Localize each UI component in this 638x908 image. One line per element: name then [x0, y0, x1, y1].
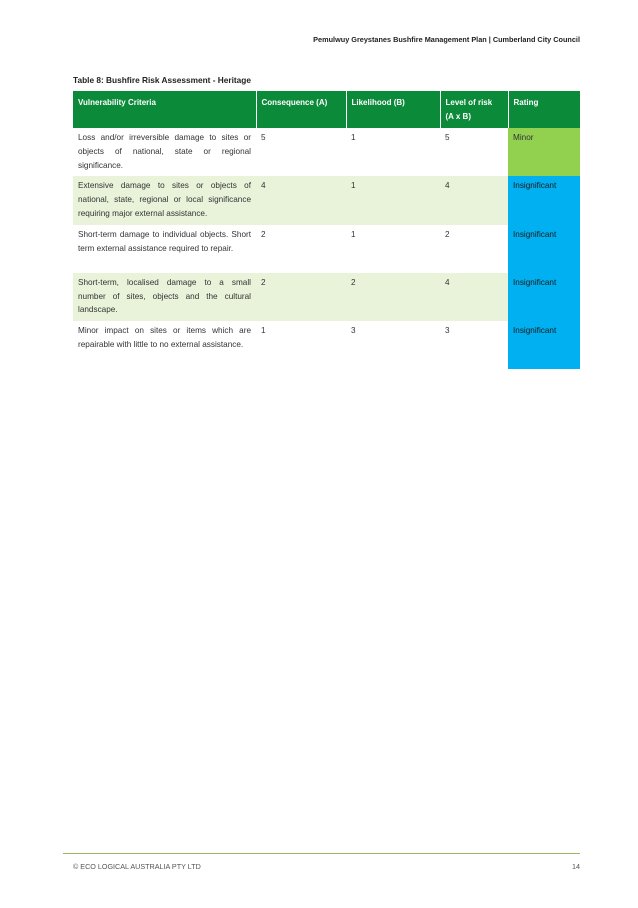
table-row: Minor impact on sites or items which are…: [73, 321, 580, 370]
rating-cell: Minor: [508, 128, 580, 177]
level-of-risk-cell: 2: [445, 229, 450, 239]
criteria-cell: Extensive damage to sites or objects of …: [73, 176, 256, 225]
likelihood-cell: 3: [351, 326, 356, 336]
rating-cell: Insignificant: [508, 321, 580, 370]
table-row: Extensive damage to sites or objects of …: [73, 176, 580, 225]
column-header-likelihood: Likelihood (B): [346, 91, 441, 128]
level-of-risk-cell: 3: [445, 326, 450, 336]
level-of-risk-cell: 5: [445, 133, 450, 142]
table-row: Short-term damage to individual objects.…: [73, 224, 580, 273]
table-row: Loss and/or irreversible damage to sites…: [73, 128, 580, 177]
likelihood-cell: 1: [351, 229, 356, 239]
criteria-cell: Minor impact on sites or items which are…: [78, 326, 251, 349]
criteria-cell: Loss and/or irreversible damage to sites…: [78, 133, 251, 170]
consequence-cell: 4: [256, 176, 346, 225]
risk-assessment-table: Vulnerability Criteria Consequence (A) L…: [73, 91, 580, 370]
table-caption: Table 8: Bushfire Risk Assessment - Heri…: [73, 75, 251, 85]
page-number: 14: [572, 862, 580, 871]
consequence-cell: 1: [261, 326, 266, 336]
likelihood-cell: 1: [351, 133, 356, 142]
footer-divider: [63, 853, 580, 854]
table-header-row: Vulnerability Criteria Consequence (A) L…: [73, 91, 580, 128]
column-header-consequence: Consequence (A): [256, 91, 347, 128]
level-of-risk-cell: 4: [440, 272, 508, 322]
consequence-cell: 5: [261, 133, 266, 142]
table-row: Short-term, localised damage to a small …: [73, 272, 580, 322]
footer-copyright: © ECO LOGICAL AUSTRALIA PTY LTD: [73, 862, 201, 871]
level-of-risk-cell: 4: [440, 176, 508, 225]
column-header-vulnerability-criteria: Vulnerability Criteria: [73, 91, 257, 128]
rating-cell: Insignificant: [508, 272, 580, 322]
consequence-cell: 2: [261, 229, 266, 239]
column-header-rating: Rating: [508, 91, 580, 128]
criteria-cell: Short-term, localised damage to a small …: [73, 272, 256, 322]
running-header: Pemulwuy Greystanes Bushfire Management …: [313, 35, 580, 44]
rating-cell: Insignificant: [508, 176, 580, 225]
consequence-cell: 2: [256, 272, 346, 322]
rating-cell: Insignificant: [508, 224, 580, 273]
column-header-level-of-risk: Level of risk (A x B): [440, 91, 509, 128]
criteria-cell: Short-term damage to individual objects.…: [78, 229, 251, 253]
likelihood-cell: 2: [346, 272, 440, 322]
likelihood-cell: 1: [346, 176, 440, 225]
